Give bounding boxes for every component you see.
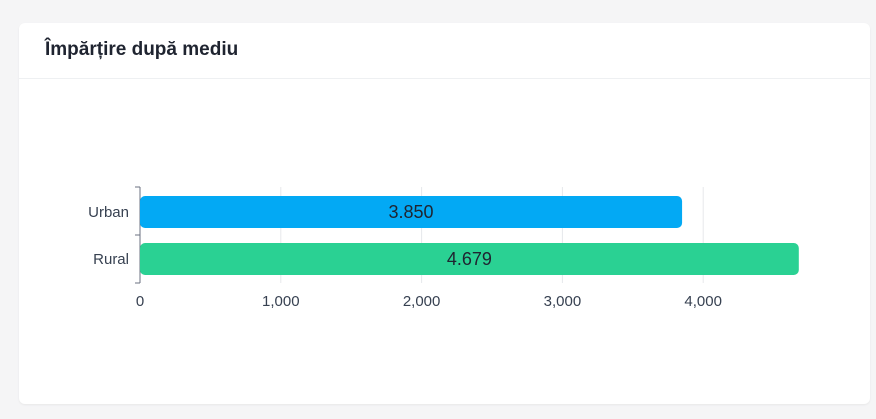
bar-rural[interactable] — [140, 243, 799, 275]
data-label: 3.850 — [389, 202, 434, 222]
category-label: Urban — [88, 204, 129, 221]
category-label: Rural — [93, 251, 129, 268]
card-title: Împărțire după mediu — [45, 39, 239, 60]
data-label: 4.679 — [447, 249, 492, 269]
bar-chart: Urban 3.850 Rural 4.679 0 1,000 2,000 3,000 4,00… — [88, 186, 799, 310]
card-header: Împărțire după mediu — [19, 23, 870, 79]
x-tick-label: 3,000 — [544, 293, 582, 310]
bar-urban[interactable] — [140, 196, 683, 228]
x-tick-label: 1,000 — [262, 293, 300, 310]
chart-card: Împărțire după mediu Urban 3.850 Rural 4.67… — [19, 23, 870, 404]
x-tick-label: 2,000 — [403, 293, 441, 310]
x-tick-label: 0 — [136, 293, 144, 310]
x-tick-label: 4,000 — [684, 293, 722, 310]
